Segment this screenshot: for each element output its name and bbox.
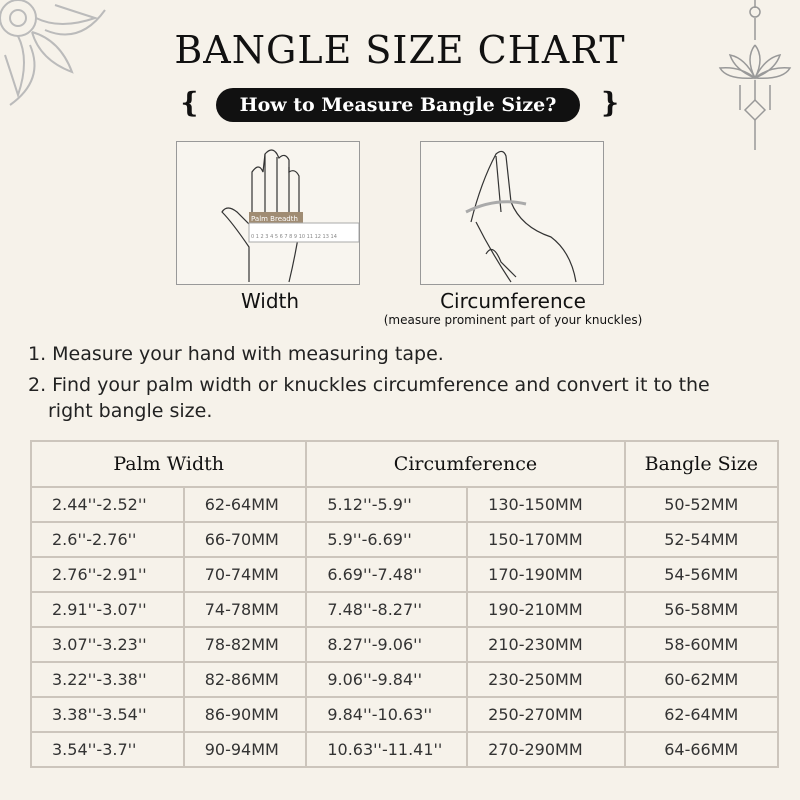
header-palm-width: Palm Width [29,440,308,488]
instruction-2: 2. Find your palm width or knuckles circ… [28,374,710,396]
palm-width-mm-cell: 70-74MM [182,556,308,593]
palm-width-inches-cell: 3.54''-3.7'' [30,731,185,768]
palm-width-mm-cell: 78-82MM [182,626,308,663]
palm-width-inches-cell: 3.07''-3.23'' [30,626,185,663]
circumference-inches-cell: 6.69''-7.48'' [305,556,469,593]
circumference-caption: Circumference [440,289,586,313]
palm-width-inches-cell: 2.44''-2.52'' [30,486,185,523]
header-circumference: Circumference [305,440,626,488]
palm-width-inches-cell: 2.76''-2.91'' [30,556,185,593]
bangle-size-table: Palm Width Circumference Bangle Size 2.4… [29,440,780,768]
circumference-mm-cell: 130-150MM [466,486,626,523]
circumference-mm-cell: 230-250MM [466,661,626,698]
circumference-note: (measure prominent part of your knuckles… [383,313,643,327]
circumference-mm-cell: 170-190MM [466,556,626,593]
ruler-ticks: 0 1 2 3 4 5 6 7 8 9 10 11 12 13 14 [251,234,337,240]
section-heading-pill: How to Measure Bangle Size? [216,88,580,122]
bangle-size-cell: 52-54MM [623,521,780,558]
bangle-size-cell: 50-52MM [623,486,780,523]
measuring-hand-icon [465,150,577,283]
palm-width-mm-cell: 62-64MM [182,486,308,523]
header-bangle-size: Bangle Size [623,440,780,488]
palm-width-mm-cell: 74-78MM [182,591,308,628]
circumference-mm-cell: 190-210MM [466,591,626,628]
palm-width-inches-cell: 3.22''-3.38'' [30,661,185,698]
palm-width-inches-cell: 2.6''-2.76'' [30,521,185,558]
circumference-mm-cell: 250-270MM [466,696,626,733]
table-row: 3.22''-3.38'' 82-86MM 9.06''-9.84'' 230-250… [30,661,780,698]
circumference-mm-cell: 270-290MM [466,731,626,768]
table-row: 2.44''-2.52'' 62-64MM 5.12''-5.9'' 130-150M… [30,486,780,523]
circumference-inches-cell: 5.9''-6.69'' [305,521,469,558]
open-hand-icon: Palm Breadth 0 1 2 3 4 5 6 7 8 9 10 11 1… [221,149,360,283]
table-row: 3.38''-3.54'' 86-90MM 9.84''-10.63'' 250-27… [30,696,780,733]
width-caption: Width [240,289,300,313]
circumference-inches-cell: 9.06''-9.84'' [305,661,469,698]
circumference-inches-cell: 8.27''-9.06'' [305,626,469,663]
bangle-size-cell: 64-66MM [623,731,780,768]
right-swirl-icon: ❵ [598,86,622,119]
circumference-inches-cell: 10.63''-11.41'' [305,731,469,768]
palm-width-inches-cell: 2.91''-3.07'' [30,591,185,628]
palm-width-mm-cell: 66-70MM [182,521,308,558]
bangle-size-cell: 60-62MM [623,661,780,698]
bangle-size-cell: 54-56MM [623,556,780,593]
circumference-mm-cell: 210-230MM [466,626,626,663]
palm-width-mm-cell: 90-94MM [182,731,308,768]
table-row: 2.91''-3.07'' 74-78MM 7.48''-8.27'' 190-210… [30,591,780,628]
page-title: BANGLE SIZE CHART [174,28,626,72]
table-row: 3.07''-3.23'' 78-82MM 8.27''-9.06'' 210-230… [30,626,780,663]
circumference-inches-cell: 7.48''-8.27'' [305,591,469,628]
table-row: 2.6''-2.76'' 66-70MM 5.9''-6.69'' 150-170MM… [30,521,780,558]
bangle-size-cell: 58-60MM [623,626,780,663]
mandala-ornament-icon [0,0,106,106]
circumference-inches-cell: 9.84''-10.63'' [305,696,469,733]
lotus-ornament-icon [718,0,792,150]
palm-width-mm-cell: 86-90MM [182,696,308,733]
circumference-mm-cell: 150-170MM [466,521,626,558]
instruction-2-continued: right bangle size. [48,400,213,422]
circumference-illustration [420,141,604,285]
palm-width-mm-cell: 82-86MM [182,661,308,698]
bangle-size-cell: 56-58MM [623,591,780,628]
table-row: 3.54''-3.7'' 90-94MM 10.63''-11.41'' 270-29… [30,731,780,768]
bangle-size-cell: 62-64MM [623,696,780,733]
table-header-row: Palm Width Circumference Bangle Size [29,440,780,488]
palm-width-inches-cell: 3.38''-3.54'' [30,696,185,733]
table-row: 2.76''-2.91'' 70-74MM 6.69''-7.48'' 170-190… [30,556,780,593]
instruction-1: 1. Measure your hand with measuring tape… [28,343,444,365]
width-illustration: Palm Breadth 0 1 2 3 4 5 6 7 8 9 10 11 1… [176,141,360,285]
left-swirl-icon: ❴ [178,86,202,119]
circumference-inches-cell: 5.12''-5.9'' [305,486,469,523]
ruler-label: Palm Breadth [251,215,298,223]
